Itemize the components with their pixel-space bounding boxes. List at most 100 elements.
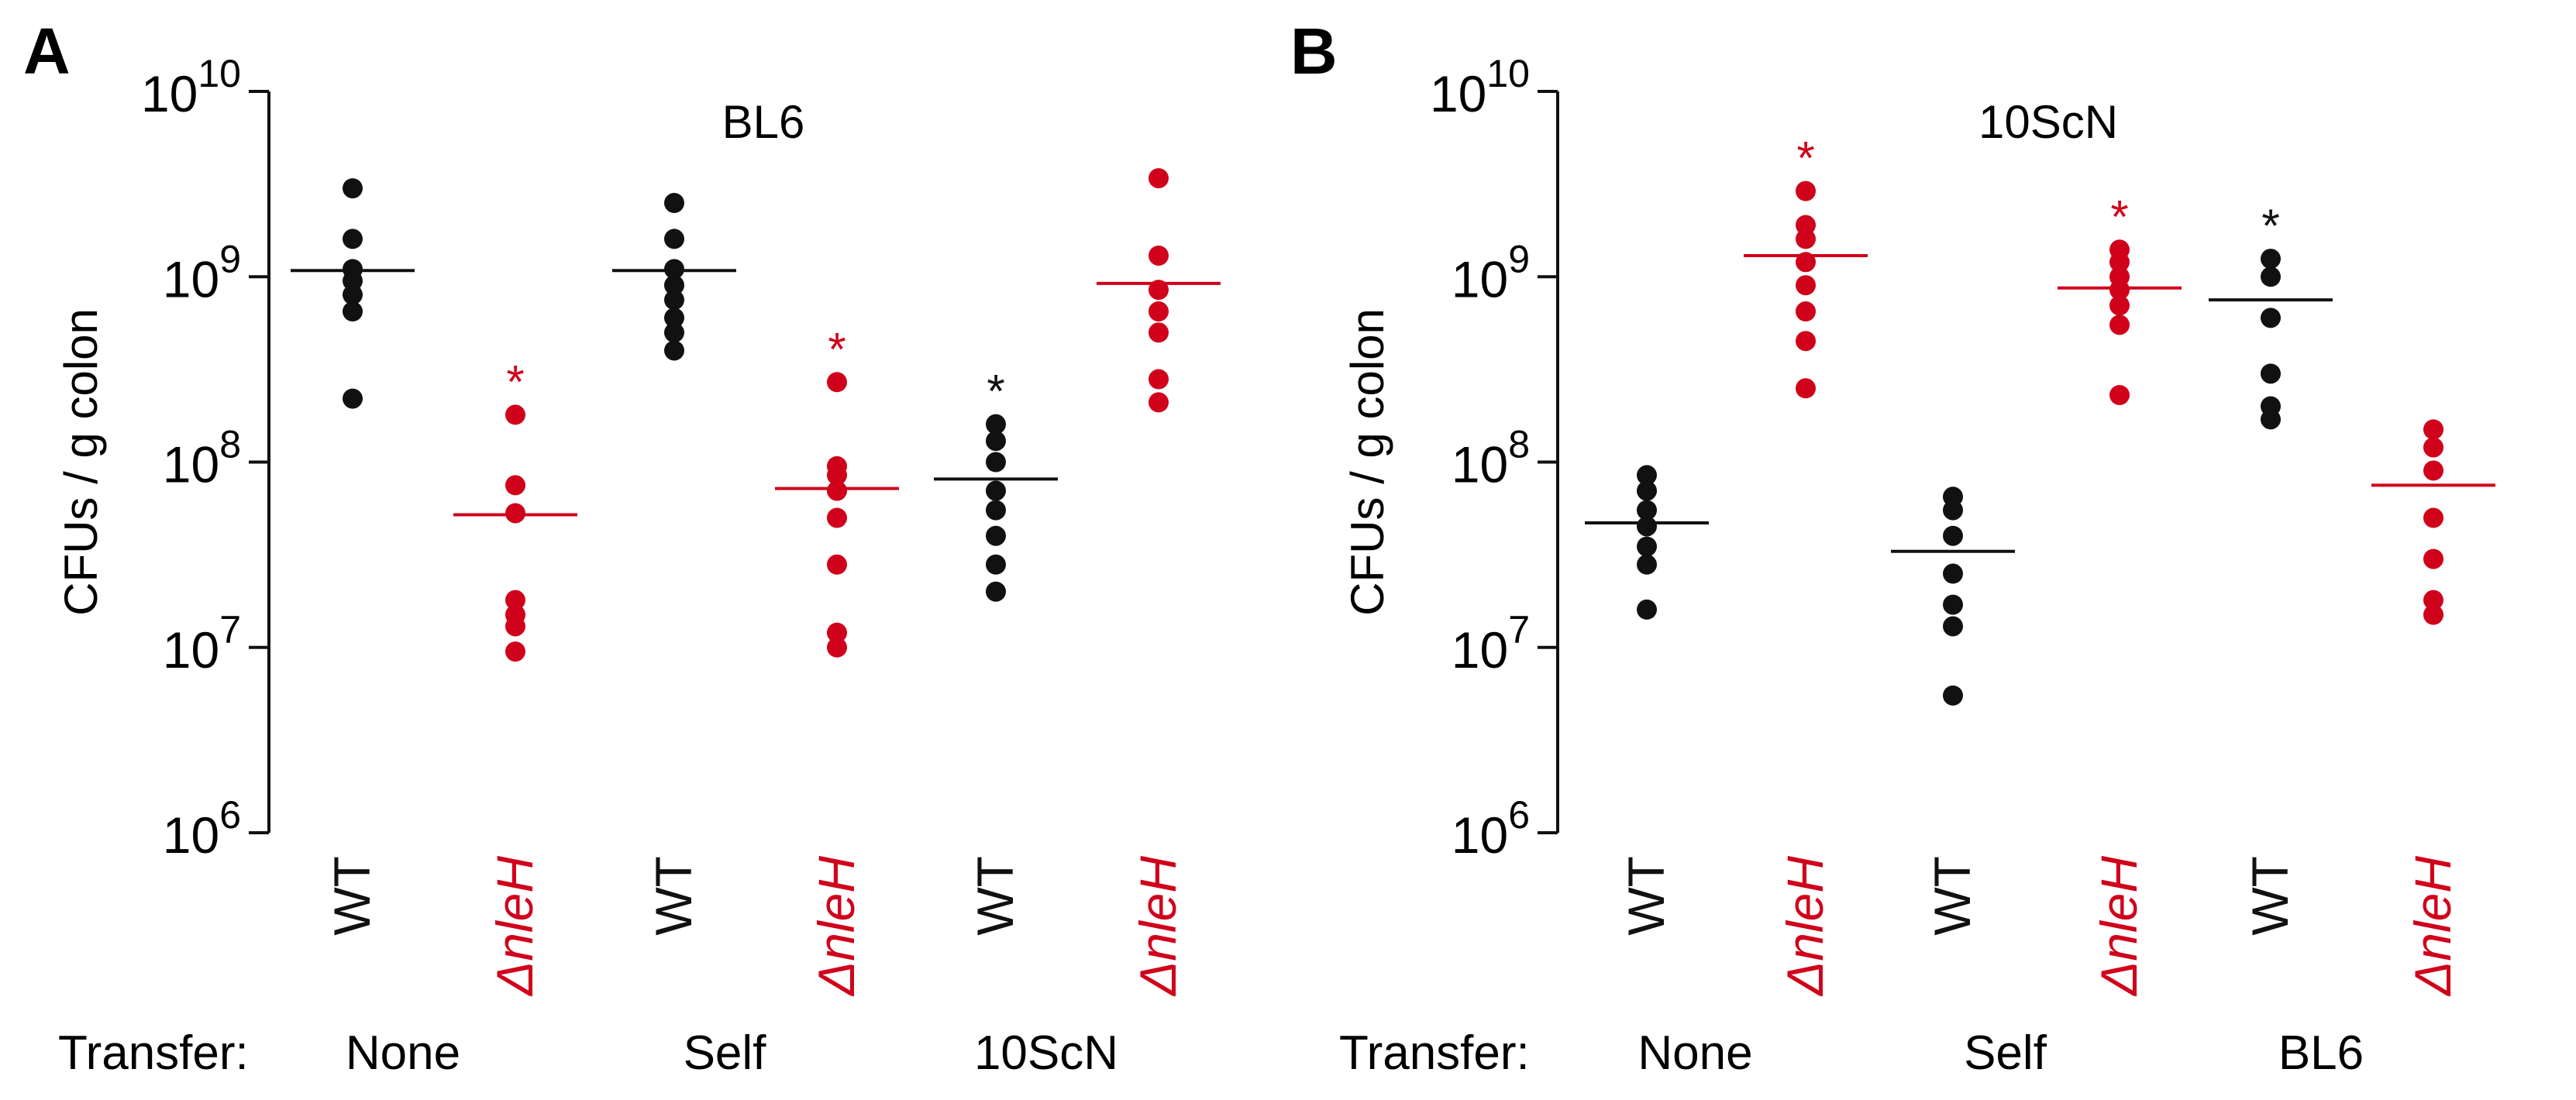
- chart-title: BL6: [722, 96, 805, 148]
- data-point: [827, 480, 847, 501]
- data-point: [1149, 322, 1169, 343]
- y-tick-label: 109: [163, 237, 241, 308]
- data-point: [664, 229, 684, 249]
- transfer-group-label: BL6: [2278, 1026, 2364, 1080]
- data-point: [2109, 315, 2130, 335]
- transfer-group-label: Self: [1964, 1026, 2047, 1080]
- group-0: WT None: [291, 178, 460, 1080]
- data-point: [827, 372, 847, 393]
- x-category-label: ΔnleH: [808, 856, 865, 997]
- data-point: [505, 641, 525, 662]
- panel-a: A BL6 1010 109 108 107 106 CFUs / g colon WT None…: [23, 15, 1221, 1080]
- group-0: WT None: [1585, 465, 1753, 1080]
- group-3: * ΔnleH: [2058, 191, 2182, 997]
- y-tick-label: 107: [1452, 608, 1530, 679]
- data-point: [343, 229, 363, 249]
- data-point: [343, 284, 363, 305]
- data-point: [1637, 516, 1657, 537]
- data-point: [1943, 525, 1963, 546]
- data-point: [1796, 331, 1816, 352]
- y-tick-label: 107: [163, 608, 241, 679]
- group-4: * WT 10ScN: [934, 366, 1118, 1080]
- transfer-group-label: None: [1638, 1026, 1752, 1080]
- y-tick-label: 108: [163, 423, 241, 493]
- data-point: [664, 308, 684, 328]
- y-axis-label: CFUs / g colon: [55, 308, 107, 616]
- data-point: [2109, 295, 2130, 316]
- data-point: [1637, 480, 1657, 501]
- data-point: [986, 554, 1006, 575]
- data-point: [343, 178, 363, 199]
- transfer-group-label: Self: [684, 1026, 767, 1080]
- data-point: [664, 193, 684, 214]
- data-point: [664, 322, 684, 343]
- x-category-label: ΔnleH: [2404, 856, 2461, 997]
- data-point: [2423, 437, 2443, 458]
- data-point: [2423, 548, 2443, 569]
- data-point: [1637, 554, 1657, 575]
- data-point: [827, 507, 847, 528]
- data-point: [986, 581, 1006, 602]
- data-point: [664, 340, 684, 361]
- x-category-label: ΔnleH: [1129, 856, 1186, 997]
- data-point: [1796, 229, 1816, 249]
- chart-title: 10ScN: [1978, 96, 2118, 148]
- y-tick-label: 1010: [1430, 52, 1530, 122]
- data-point: [2423, 604, 2443, 625]
- group-5: ΔnleH: [2371, 419, 2495, 997]
- panel-label: A: [23, 15, 71, 88]
- significance-star: *: [506, 356, 524, 407]
- data-point: [986, 414, 1006, 435]
- data-point: [1637, 599, 1657, 620]
- data-point: [827, 554, 847, 575]
- data-point: [1943, 616, 1963, 637]
- x-category-label: WT: [323, 856, 381, 936]
- data-point: [1796, 301, 1816, 322]
- data-point: [1637, 536, 1657, 557]
- panel-label: B: [1290, 15, 1338, 88]
- group-2: WT Self: [1891, 486, 2047, 1080]
- data-point: [827, 637, 847, 658]
- transfer-row-label: Transfer:: [1339, 1026, 1530, 1080]
- data-point: [1149, 245, 1169, 266]
- x-category-label: WT: [966, 856, 1024, 936]
- data-point: [343, 388, 363, 409]
- data-point: [2423, 460, 2443, 481]
- data-point: [2261, 308, 2281, 328]
- y-tick-label: 109: [1452, 237, 1530, 308]
- data-point: [1943, 500, 1963, 521]
- data-point: [2423, 590, 2443, 610]
- y-tick-label: 1010: [141, 52, 241, 122]
- data-point: [343, 270, 363, 291]
- data-point: [986, 525, 1006, 546]
- data-point: [986, 500, 1006, 521]
- data-point: [505, 616, 525, 637]
- group-3: * ΔnleH: [775, 323, 899, 997]
- data-point: [1149, 369, 1169, 390]
- data-point: [986, 452, 1006, 473]
- significance-star: *: [1796, 132, 1814, 184]
- data-point: [1943, 563, 1963, 584]
- data-point: [2109, 384, 2130, 405]
- data-point: [505, 404, 525, 425]
- data-point: [1637, 465, 1657, 486]
- panel-b: B 10ScN 1010 109 108 107 106 CFUs / g colon WT No…: [1290, 15, 2495, 1080]
- data-point: [986, 431, 1006, 452]
- x-category-label: WT: [2241, 856, 2299, 936]
- data-point: [2109, 280, 2130, 301]
- data-point: [2261, 409, 2281, 430]
- data-point: [1637, 500, 1657, 521]
- data-point: [1796, 275, 1816, 296]
- data-point: [986, 480, 1006, 501]
- y-tick-label: 108: [1452, 423, 1530, 493]
- data-point: [827, 465, 847, 486]
- x-category-label: ΔnleH: [486, 856, 543, 997]
- data-point: [2109, 252, 2130, 273]
- data-point: [664, 290, 684, 311]
- data-point: [1149, 392, 1169, 413]
- data-point: [1796, 378, 1816, 399]
- significance-star: *: [2261, 200, 2279, 252]
- data-point: [2261, 249, 2281, 270]
- data-point: [1943, 594, 1963, 615]
